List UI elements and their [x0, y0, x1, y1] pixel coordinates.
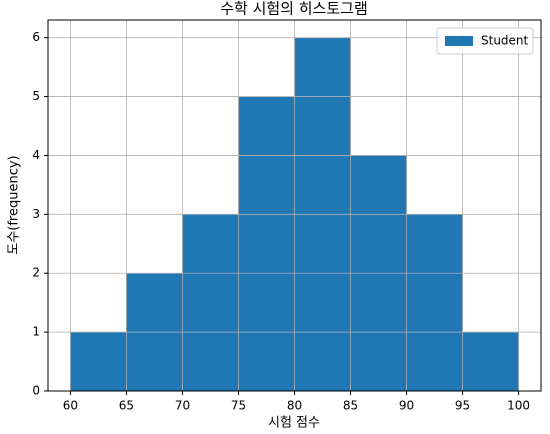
y-tick-label: 2 [32, 266, 40, 280]
y-tick-label: 1 [32, 325, 40, 339]
legend-box [436, 27, 534, 55]
bar [182, 214, 239, 391]
y-tick-label: 0 [32, 384, 40, 398]
y-axis-label: 도수(frequency) [7, 155, 22, 254]
x-tick-label: 90 [399, 399, 414, 413]
legend-label: Student [481, 34, 529, 48]
legend-swatch [445, 36, 473, 46]
y-tick-label: 5 [32, 89, 40, 103]
bar [238, 96, 295, 392]
y-tick-label: 4 [32, 148, 40, 162]
chart-title: 수학 시험의 히스토그램 [220, 0, 368, 18]
x-tick-label: 60 [63, 399, 78, 413]
x-tick-label: 85 [343, 399, 358, 413]
x-tick-label: 80 [287, 399, 302, 413]
y-tick-label: 3 [32, 207, 40, 221]
x-axis-label: 시험 점수 [268, 416, 320, 431]
x-tick-label: 70 [175, 399, 190, 413]
bar [70, 332, 127, 391]
x-tick-label: 100 [507, 399, 530, 413]
y-tick-label: 6 [32, 30, 40, 44]
plot-frame [47, 19, 542, 392]
x-tick-label: 65 [119, 399, 134, 413]
x-tick-label: 75 [231, 399, 246, 413]
bar [406, 214, 463, 391]
bar [462, 332, 519, 391]
x-tick-label: 95 [455, 399, 470, 413]
